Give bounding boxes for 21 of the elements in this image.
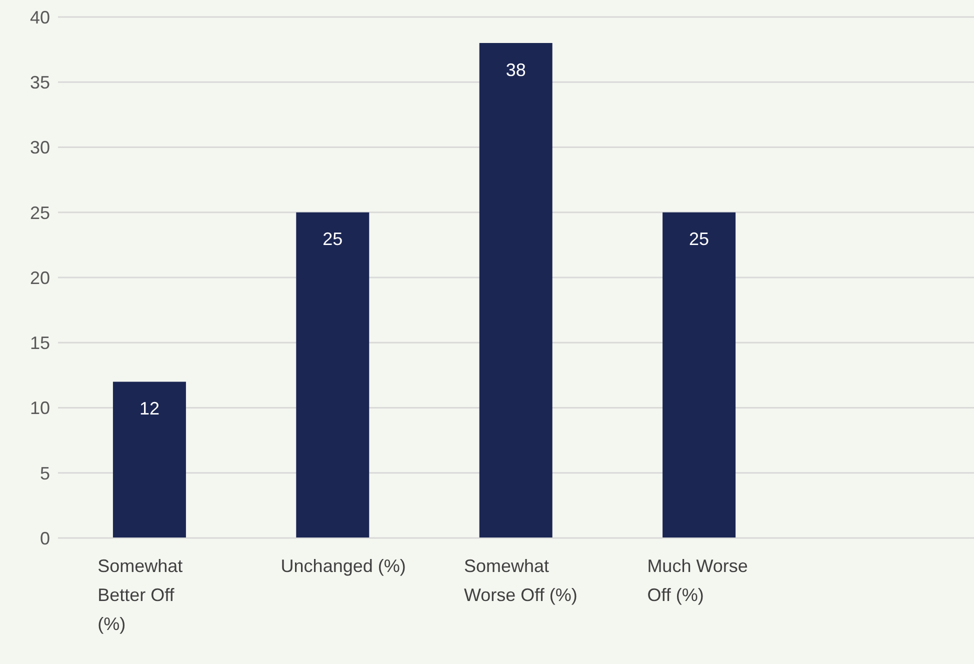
bar — [662, 212, 736, 538]
y-tick-label: 35 — [30, 72, 50, 93]
x-tick-label: Somewhat Worse Off (%) — [464, 556, 578, 605]
x-tick-label: Much Worse Off (%) — [647, 556, 748, 605]
y-tick-label: 30 — [30, 138, 50, 158]
y-tick-label: 10 — [30, 398, 50, 418]
bar — [479, 43, 552, 538]
x-tick-label: Somewhat Better Off (%) — [98, 556, 183, 634]
y-tick-label: 20 — [30, 268, 50, 288]
y-tick-label: 0 — [40, 528, 50, 548]
bar — [296, 212, 370, 538]
data-label: 25 — [322, 229, 343, 250]
data-label: 25 — [689, 229, 710, 250]
data-label: 38 — [506, 60, 526, 80]
y-tick-label: 40 — [30, 7, 50, 28]
y-tick-label: 25 — [30, 202, 50, 223]
y-tick-label: 5 — [40, 463, 50, 484]
y-tick-label: 15 — [30, 333, 50, 354]
bar — [112, 382, 186, 538]
x-tick-label: Unchanged (%) — [280, 556, 406, 576]
data-label: 12 — [139, 398, 160, 418]
